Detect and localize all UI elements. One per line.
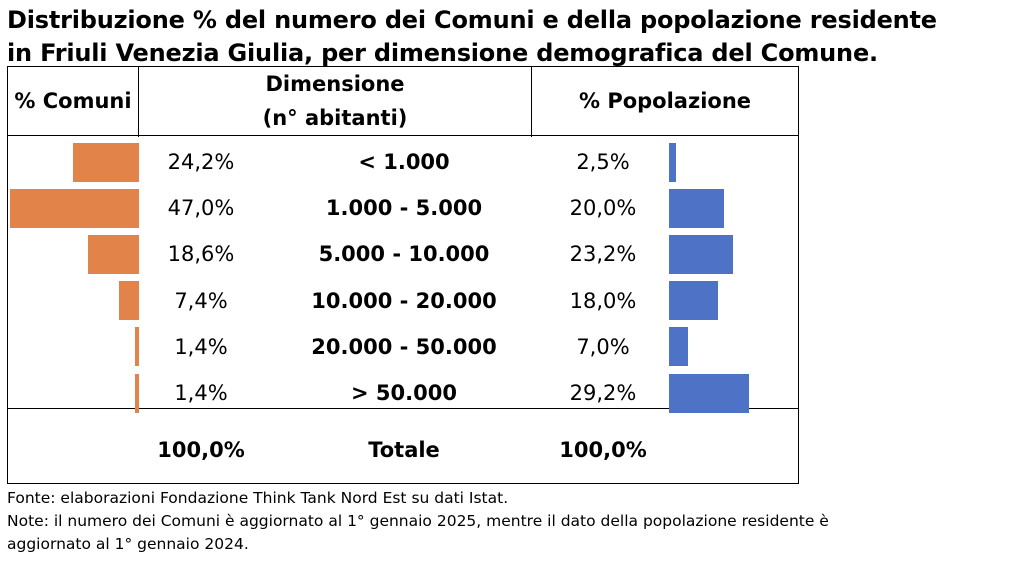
comuni-value-label: 24,2% bbox=[167, 150, 235, 174]
popolazione-value-label: 23,2% bbox=[569, 242, 637, 267]
title-line-2: in Friuli Venezia Giulia, per dimensione… bbox=[7, 39, 878, 67]
header-divider bbox=[8, 135, 798, 136]
popolazione-bar bbox=[669, 235, 733, 274]
category-label: < 1.000 bbox=[358, 150, 450, 174]
popolazione-bar bbox=[669, 188, 724, 228]
category-label: 20.000 - 50.000 bbox=[311, 334, 497, 359]
popolazione-value-label: 2,5% bbox=[576, 150, 630, 174]
chart-title: Distribuzione % del numero dei Comuni e … bbox=[7, 4, 937, 70]
comuni-value-label: 47,0% bbox=[167, 196, 235, 221]
total-popolazione: 100,0% bbox=[559, 438, 647, 462]
category-label: 5.000 - 10.000 bbox=[318, 242, 490, 267]
header-separator-left bbox=[138, 67, 139, 137]
total-divider bbox=[8, 408, 798, 409]
header-separator-right bbox=[531, 67, 532, 137]
comuni-value-label: 7,4% bbox=[174, 288, 228, 313]
comuni-value-label: 18,6% bbox=[167, 242, 235, 267]
comuni-value-label: 1,4% bbox=[174, 334, 228, 359]
comuni-bar bbox=[72, 142, 139, 182]
popolazione-value-label: 18,0% bbox=[569, 288, 637, 313]
header-popolazione: % Popolazione bbox=[578, 89, 752, 113]
footnotes: Fonte: elaborazioni Fondazione Think Tan… bbox=[7, 487, 829, 556]
popolazione-bar bbox=[669, 327, 689, 367]
table-frame: % Comuni Dimensione (n° abitanti) % Popo… bbox=[7, 66, 799, 484]
comuni-bar bbox=[10, 188, 139, 228]
category-label: 10.000 - 20.000 bbox=[311, 288, 497, 313]
popolazione-value-label: 20,0% bbox=[569, 196, 637, 221]
popolazione-bar bbox=[669, 281, 719, 321]
note-line-2: aggiornato al 1° gennaio 2024. bbox=[7, 535, 249, 553]
header-dimensione-line1: Dimensione bbox=[265, 72, 405, 96]
category-label: > 50.000 bbox=[351, 381, 457, 405]
category-label: 1.000 - 5.000 bbox=[325, 196, 483, 221]
comuni-bar bbox=[135, 373, 139, 413]
popolazione-value-label: 29,2% bbox=[569, 381, 637, 405]
comuni-bar bbox=[87, 235, 139, 274]
popolazione-bar bbox=[669, 142, 676, 182]
comuni-bar bbox=[118, 281, 139, 321]
title-line-1: Distribuzione % del numero dei Comuni e … bbox=[7, 6, 937, 34]
note-line-1: Note: il numero dei Comuni è aggiornato … bbox=[7, 512, 829, 530]
popolazione-bar bbox=[669, 373, 749, 413]
header-comuni: % Comuni bbox=[14, 89, 132, 113]
popolazione-value-label: 7,0% bbox=[576, 334, 630, 359]
header-dimensione-line2: (n° abitanti) bbox=[262, 106, 408, 130]
comuni-value-label: 1,4% bbox=[174, 381, 228, 405]
source-note: Fonte: elaborazioni Fondazione Think Tan… bbox=[7, 489, 509, 507]
total-label: Totale bbox=[368, 438, 440, 462]
total-comuni: 100,0% bbox=[157, 438, 245, 462]
comuni-bar bbox=[135, 327, 139, 367]
